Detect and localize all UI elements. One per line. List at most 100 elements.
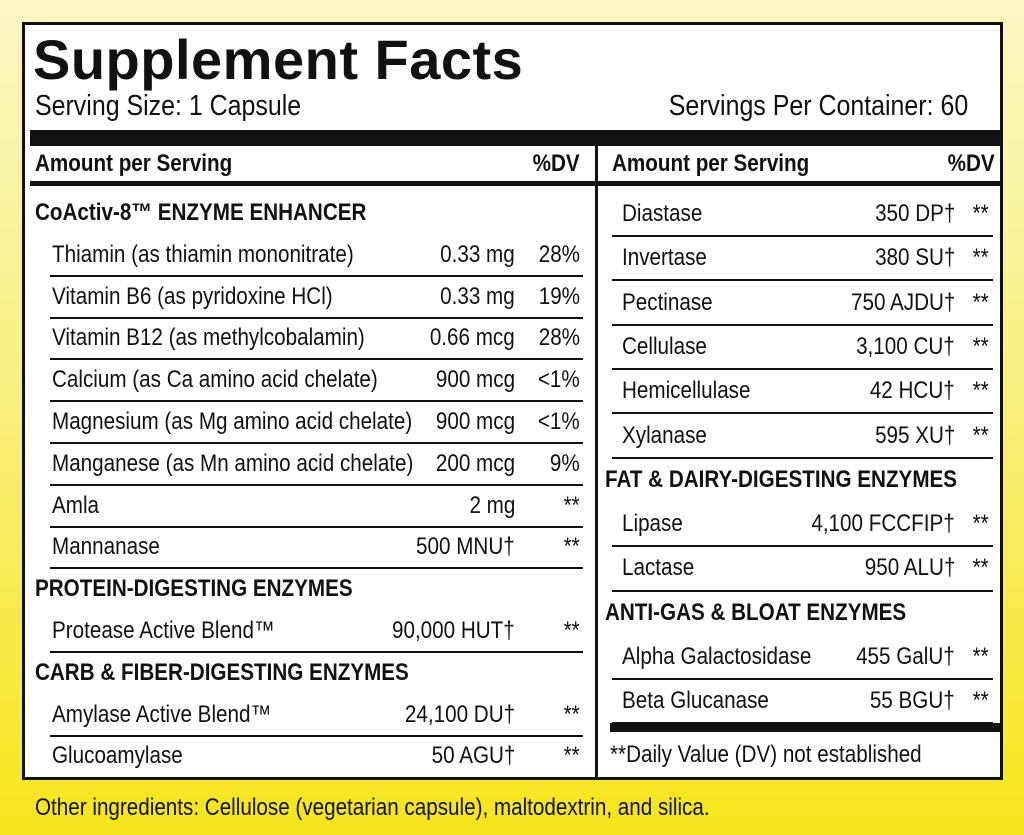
ingredient-amount: 2 mg: [469, 491, 515, 519]
ingredient-name: Amylase Active Blend™: [52, 700, 272, 728]
daily-value: 9%: [550, 449, 580, 477]
daily-value: **: [972, 554, 989, 582]
row-rule: [612, 722, 993, 725]
dv-header: %DV: [532, 150, 580, 177]
daily-value: **: [972, 510, 989, 538]
row-rule: [612, 412, 993, 415]
ingredient-amount: 900 mcg: [435, 366, 515, 394]
ingredient-name: Thiamin (as thiamin mononitrate): [52, 240, 354, 268]
ingredient-name: Amla: [52, 491, 100, 519]
column-header: Amount per Serving: [35, 150, 233, 177]
ingredient-name: Glucoamylase: [52, 742, 183, 770]
footnote: **Daily Value (DV) not established: [610, 741, 922, 768]
daily-value: **: [563, 617, 580, 644]
row-rule: [50, 525, 583, 528]
ingredient-amount: 0.66 mcg: [430, 324, 515, 352]
ingredient-name: Alpha Galactosidase: [622, 643, 812, 670]
other-ingredients: Other ingredients: Cellulose (vegetarian…: [35, 794, 710, 821]
row-rule: [50, 567, 583, 570]
ingredient-amount: 950 ALU†: [864, 554, 955, 582]
ingredient-name: Beta Glucanase: [622, 687, 769, 715]
section-heading: CARB & FIBER-DIGESTING ENZYMES: [35, 658, 409, 686]
servings-per-container: Servings Per Container: 60: [668, 89, 968, 122]
daily-value: **: [972, 421, 989, 449]
ingredient-amount: 55 BGU†: [870, 687, 955, 715]
daily-value: **: [563, 533, 580, 561]
row-rule: [50, 483, 583, 486]
ingredient-amount: 90,000 HUT†: [392, 617, 515, 644]
column-header: Amount per Serving: [612, 150, 810, 177]
row-rule: [612, 235, 993, 238]
daily-value: **: [972, 332, 989, 360]
ingredient-amount: 595 XU†: [874, 421, 955, 449]
ingredient-name: Magnesium (as Mg amino acid chelate): [52, 408, 413, 435]
row-rule: [612, 368, 993, 371]
daily-value: <1%: [538, 366, 580, 394]
daily-value: **: [972, 244, 989, 272]
ingredient-name: Mannanase: [52, 533, 160, 561]
ingredient-name: Calcium (as Ca amino acid chelate): [52, 366, 378, 394]
row-rule: [612, 456, 993, 459]
ingredient-amount: 380 SU†: [874, 244, 955, 272]
section-heading: CoActiv-8™ ENZYME ENHANCER: [35, 199, 367, 226]
daily-value: **: [972, 643, 989, 670]
column-divider: [595, 146, 598, 778]
daily-value: **: [972, 200, 989, 227]
daily-value: **: [972, 687, 989, 715]
ingredient-amount: 0.33 mg: [440, 282, 515, 310]
ingredient-name: Vitamin B6 (as pyridoxine HCl): [52, 282, 333, 310]
row-rule: [612, 279, 993, 282]
daily-value: **: [972, 377, 989, 405]
daily-value: **: [972, 288, 989, 316]
footnote-rule: [610, 723, 1000, 732]
ingredient-name: Cellulase: [622, 332, 707, 360]
ingredient-amount: 455 GalU†: [856, 643, 955, 670]
row-rule: [50, 358, 583, 361]
row-rule: [50, 734, 583, 737]
ingredient-amount: 50 AGU†: [431, 742, 515, 770]
ingredient-name: Hemicellulase: [622, 377, 751, 405]
ingredient-name: Manganese (as Mn amino acid chelate): [52, 449, 414, 477]
daily-value: <1%: [538, 408, 580, 435]
ingredient-amount: 350 DP†: [874, 200, 955, 227]
serving-size: Serving Size: 1 Capsule: [35, 89, 302, 122]
header-rule: [30, 181, 1000, 186]
title: Supplement Facts: [33, 28, 524, 91]
daily-value: 19%: [538, 282, 580, 310]
daily-value: **: [563, 700, 580, 728]
daily-value: 28%: [538, 324, 580, 352]
row-rule: [612, 589, 993, 592]
section-heading: ANTI-GAS & BLOAT ENZYMES: [605, 598, 907, 626]
row-rule: [50, 274, 583, 277]
dv-header: %DV: [947, 150, 995, 177]
row-rule: [50, 400, 583, 403]
ingredient-name: Invertase: [622, 244, 707, 272]
ingredient-name: Lipase: [622, 510, 683, 538]
row-rule: [50, 441, 583, 444]
ingredient-amount: 500 MNU†: [416, 533, 515, 561]
ingredient-name: Lactase: [622, 554, 695, 582]
section-heading: FAT & DAIRY-DIGESTING ENZYMES: [605, 465, 958, 493]
row-rule: [612, 678, 993, 681]
ingredient-amount: 4,100 FCCFIP†: [811, 510, 955, 538]
ingredient-amount: 3,100 CU†: [856, 332, 955, 360]
daily-value: **: [563, 742, 580, 770]
ingredient-name: Pectinase: [622, 288, 713, 316]
ingredient-amount: 900 mcg: [435, 408, 515, 435]
row-rule: [50, 650, 583, 653]
row-rule: [50, 316, 583, 319]
ingredient-name: Protease Active Blend™: [52, 617, 275, 644]
ingredient-amount: 24,100 DU†: [404, 700, 515, 728]
row-rule: [612, 545, 993, 548]
thick-rule: [30, 130, 1000, 146]
daily-value: 28%: [538, 240, 580, 268]
ingredient-name: Vitamin B12 (as methylcobalamin): [52, 324, 365, 352]
daily-value: **: [563, 491, 580, 519]
ingredient-name: Diastase: [622, 200, 703, 227]
ingredient-amount: 200 mcg: [435, 449, 515, 477]
section-heading: PROTEIN-DIGESTING ENZYMES: [35, 575, 353, 603]
row-rule: [612, 323, 993, 326]
ingredient-amount: 0.33 mg: [440, 240, 515, 268]
ingredient-name: Xylanase: [622, 421, 707, 449]
